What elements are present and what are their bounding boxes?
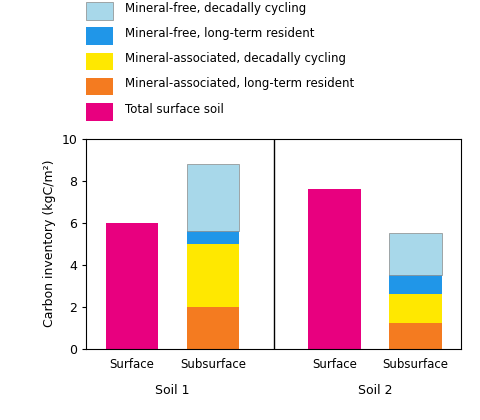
FancyBboxPatch shape — [86, 27, 113, 45]
Text: Mineral-associated, long-term resident: Mineral-associated, long-term resident — [125, 78, 354, 90]
Bar — [106, 223, 158, 349]
Text: Total surface soil: Total surface soil — [125, 103, 224, 116]
Bar — [187, 307, 239, 349]
FancyBboxPatch shape — [86, 78, 113, 95]
Text: Mineral-associated, decadally cycling: Mineral-associated, decadally cycling — [125, 52, 346, 65]
Bar — [389, 233, 442, 275]
Bar — [187, 244, 239, 307]
Bar — [389, 275, 442, 294]
Y-axis label: Carbon inventory (kgC/m²): Carbon inventory (kgC/m²) — [43, 160, 56, 327]
Bar — [389, 323, 442, 349]
Bar — [187, 231, 239, 244]
Text: Soil 2: Soil 2 — [358, 384, 392, 397]
Bar — [389, 294, 442, 323]
Text: Mineral-free, decadally cycling: Mineral-free, decadally cycling — [125, 2, 306, 15]
FancyBboxPatch shape — [86, 52, 113, 70]
Text: Soil 1: Soil 1 — [155, 384, 190, 397]
FancyBboxPatch shape — [86, 103, 113, 121]
FancyBboxPatch shape — [86, 2, 113, 20]
Text: Mineral-free, long-term resident: Mineral-free, long-term resident — [125, 27, 314, 40]
Bar — [308, 189, 360, 349]
Bar — [187, 164, 239, 231]
